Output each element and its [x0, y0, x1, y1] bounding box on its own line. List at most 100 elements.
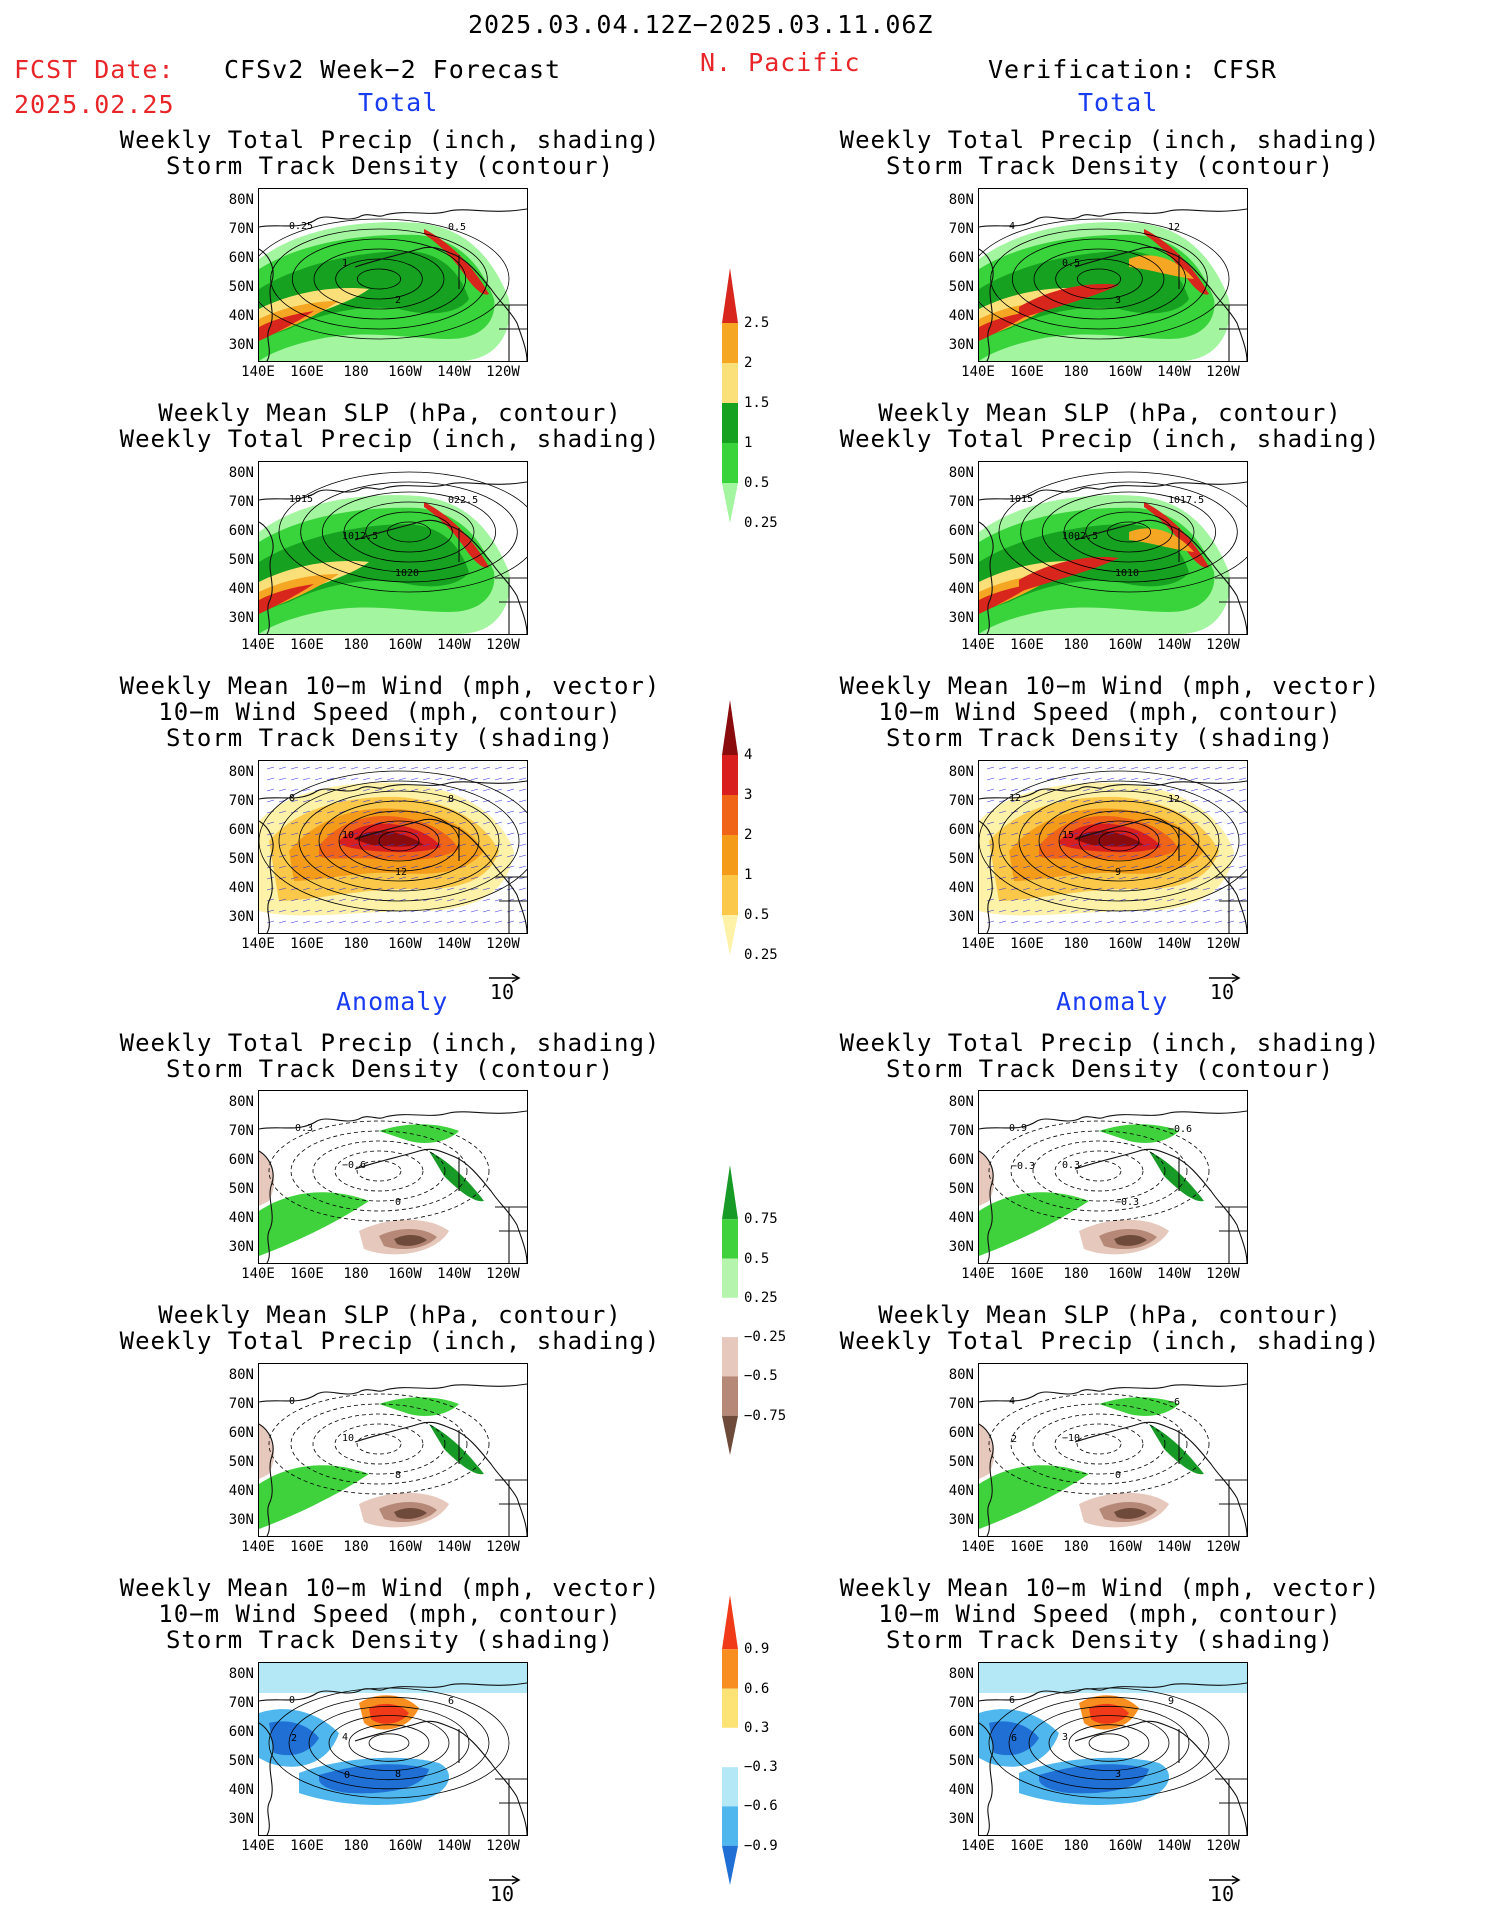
lat-label: 30N	[228, 337, 254, 353]
contour-label: −10	[1062, 1433, 1080, 1444]
contour-label: 1015	[289, 494, 313, 505]
lon-label: 160E	[290, 1539, 324, 1555]
colorbar-label: −0.75	[744, 1407, 787, 1424]
lat-label: 40N	[948, 581, 974, 597]
lat-label: 50N	[948, 552, 974, 568]
contour-label: 12	[1168, 222, 1180, 233]
shading-region	[1089, 1703, 1129, 1724]
contour-label: −0.6	[1168, 1124, 1192, 1135]
colorbar-swatch	[722, 915, 738, 955]
shading-region	[259, 311, 314, 341]
wind-vectors	[986, 766, 1247, 924]
lat-label: 80N	[228, 1367, 254, 1383]
contour-label: 0.3	[1062, 1160, 1080, 1171]
colorbar-label: −0.6	[744, 1798, 778, 1815]
arrow-icon	[489, 1875, 521, 1885]
colorbar-label: 0.25	[744, 1289, 778, 1306]
lat-label: 50N	[228, 279, 254, 295]
colorbar-swatch	[722, 875, 738, 915]
lat-label: 80N	[228, 465, 254, 481]
lat-label: 60N	[948, 250, 974, 266]
lon-label: 160E	[1010, 1266, 1044, 1282]
contour-label: −0.6	[342, 1160, 366, 1171]
lon-label: 120W	[486, 637, 520, 653]
lon-label: 160W	[1108, 1539, 1142, 1555]
lon-label: 180	[1063, 1539, 1089, 1555]
contour-label: 6	[1011, 1733, 1017, 1744]
colorbar-precip_total	[720, 268, 740, 542]
shading-region	[1019, 556, 1119, 592]
lat-label: 60N	[228, 1152, 254, 1168]
lat-label: 30N	[228, 610, 254, 626]
colorbar-label: 1	[744, 435, 753, 451]
colorbar-swatch	[722, 755, 738, 795]
shading-region	[979, 1151, 995, 1206]
colorbar-label: 2	[744, 827, 753, 843]
colorbar-label: 0.25	[744, 515, 778, 531]
colorbar-storm_anom	[720, 1595, 740, 1904]
lon-label: 160E	[1010, 364, 1044, 380]
map-svg: 12 15 9 12	[979, 766, 1247, 933]
vector-reference	[488, 968, 522, 987]
colorbar-swatch	[722, 795, 738, 835]
colorbar-swatch	[722, 483, 738, 523]
colorbar-label: 2	[744, 355, 753, 371]
contour-label: 0.5	[448, 222, 466, 233]
colorbar-label: 2.5	[744, 315, 770, 331]
map-svg: 6 3 3 9 6	[979, 1663, 1247, 1835]
panel-title: Weekly Total Precip (inch, shading) Storm…	[839, 1029, 1381, 1083]
map-svg: 1015 1012.5 1020 022.5	[259, 471, 527, 634]
contour-label: 2	[1011, 1434, 1017, 1445]
contour-label: 2	[291, 1733, 297, 1744]
lon-label: 180	[1063, 1266, 1089, 1282]
coastline	[979, 481, 1247, 634]
contour-label: 0	[289, 1695, 295, 1706]
lon-label: 180	[343, 1838, 369, 1854]
map-panel-obs-slp-total: 1015 1002.5 1010 1017.5	[978, 461, 1248, 635]
map-svg: 8 10 12 8	[259, 766, 527, 933]
shading-region	[259, 251, 469, 339]
lat-label: 80N	[948, 764, 974, 780]
coastline	[979, 780, 1247, 933]
colorbar-label: 0.9	[744, 1641, 770, 1658]
shading-region	[424, 229, 489, 295]
lon-label: 140W	[1157, 1266, 1191, 1282]
lat-label: 50N	[948, 1753, 974, 1769]
lat-label: 50N	[228, 1181, 254, 1197]
lat-label: 40N	[228, 880, 254, 896]
lat-label: 60N	[228, 822, 254, 838]
lat-label: 50N	[948, 1454, 974, 1470]
shading-region	[259, 1192, 369, 1256]
lon-label: 140W	[437, 364, 471, 380]
contour-label: 1010	[1115, 568, 1139, 579]
lon-label: 120W	[1206, 364, 1240, 380]
lat-label: 50N	[228, 1753, 254, 1769]
lat-label: 40N	[228, 1210, 254, 1226]
lat-label: 70N	[228, 1396, 254, 1412]
lon-label: 140E	[241, 637, 275, 653]
map-panel-obs-wind-total: 12 15 9 12	[978, 760, 1248, 934]
lon-label: 140E	[961, 364, 995, 380]
lon-label: 120W	[486, 364, 520, 380]
lon-label: 160E	[1010, 1838, 1044, 1854]
coastline	[979, 1682, 1247, 1835]
lon-label: 120W	[486, 1539, 520, 1555]
lon-label: 160E	[290, 1838, 324, 1854]
contour-lines	[259, 218, 510, 340]
coastline	[259, 481, 527, 634]
lon-label: 160W	[388, 364, 422, 380]
lat-label: 60N	[948, 523, 974, 539]
contour-lines	[268, 1120, 490, 1222]
lon-label: 140W	[1157, 1838, 1191, 1854]
contour-label: 3	[1115, 295, 1121, 306]
lat-label: 40N	[948, 1782, 974, 1798]
shading-region	[259, 584, 314, 614]
coastline	[259, 780, 527, 933]
arrow-icon	[489, 973, 521, 983]
lat-label: 60N	[948, 1724, 974, 1740]
lat-label: 80N	[228, 1094, 254, 1110]
shading-region	[259, 1424, 275, 1479]
lon-label: 180	[343, 364, 369, 380]
arrow-icon	[1209, 973, 1241, 983]
lon-label: 180	[1063, 637, 1089, 653]
